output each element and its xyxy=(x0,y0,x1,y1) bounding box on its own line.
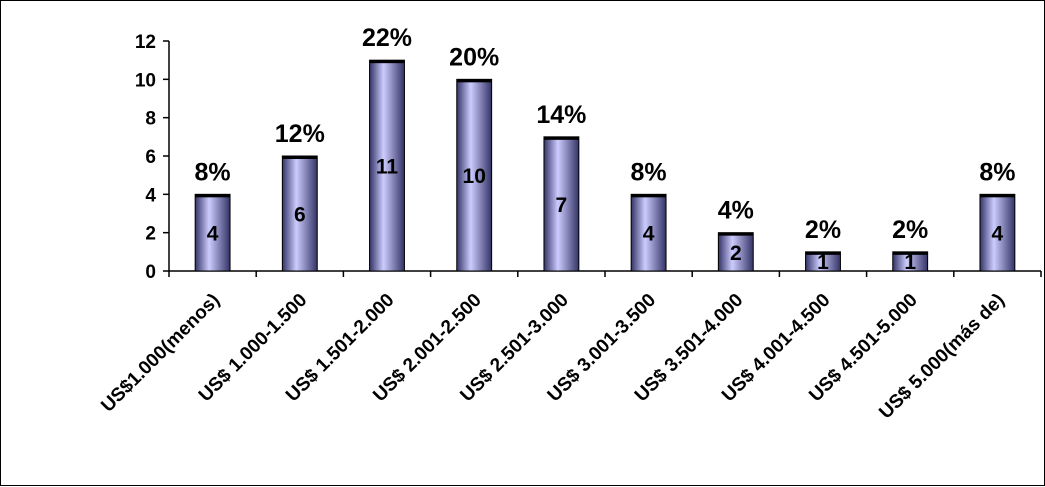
bar-value-label: 4 xyxy=(207,223,219,246)
bar-percent-label: 8% xyxy=(631,158,667,186)
bar-top-cap xyxy=(892,251,928,255)
bar-top-cap xyxy=(805,251,841,255)
y-tick-label: 8 xyxy=(145,109,156,130)
bar-top-cap xyxy=(543,136,579,140)
bar-value-label: 2 xyxy=(730,242,742,265)
y-tick-label: 6 xyxy=(145,147,156,168)
bar-top-cap xyxy=(718,232,754,236)
bar-value-label: 6 xyxy=(294,204,306,227)
bar-value-label: 7 xyxy=(556,194,568,217)
bars xyxy=(194,59,1016,272)
bar-percent-label: 8% xyxy=(195,158,231,186)
bar-top-cap xyxy=(282,156,318,159)
y-tick-label: 2 xyxy=(145,224,156,245)
bar-value-label: 10 xyxy=(463,165,486,188)
y-tick-label: 0 xyxy=(145,262,156,283)
bar-percent-label: 4% xyxy=(718,197,754,225)
y-tick-label: 10 xyxy=(135,70,156,91)
y-tick-label: 4 xyxy=(145,185,156,206)
bar xyxy=(369,59,405,272)
y-tick-label: 12 xyxy=(135,32,156,53)
bar xyxy=(630,193,667,272)
bar-value-label: 1 xyxy=(904,251,916,274)
bar-percent-label: 2% xyxy=(892,216,928,244)
bar-percent-label: 12% xyxy=(275,120,325,148)
bar-value-label: 4 xyxy=(643,223,655,246)
bar-value-label: 11 xyxy=(376,156,399,179)
bar-percent-label: 8% xyxy=(979,158,1015,186)
bar-percent-label: 22% xyxy=(362,24,412,52)
bar-top-cap xyxy=(456,79,492,83)
bar-percent-label: 2% xyxy=(805,216,841,244)
bar-top-cap xyxy=(369,60,405,64)
bar xyxy=(281,155,318,272)
bar-top-cap xyxy=(979,194,1015,198)
bar-value-label: 4 xyxy=(992,223,1004,246)
bar-percent-label: 14% xyxy=(536,101,586,129)
bar xyxy=(543,136,580,272)
bar-top-cap xyxy=(631,194,667,198)
bar xyxy=(194,193,231,272)
bar xyxy=(717,232,754,272)
bar-value-label: 1 xyxy=(817,251,829,274)
bar-percent-label: 20% xyxy=(449,43,499,71)
bar-top-cap xyxy=(195,194,231,198)
